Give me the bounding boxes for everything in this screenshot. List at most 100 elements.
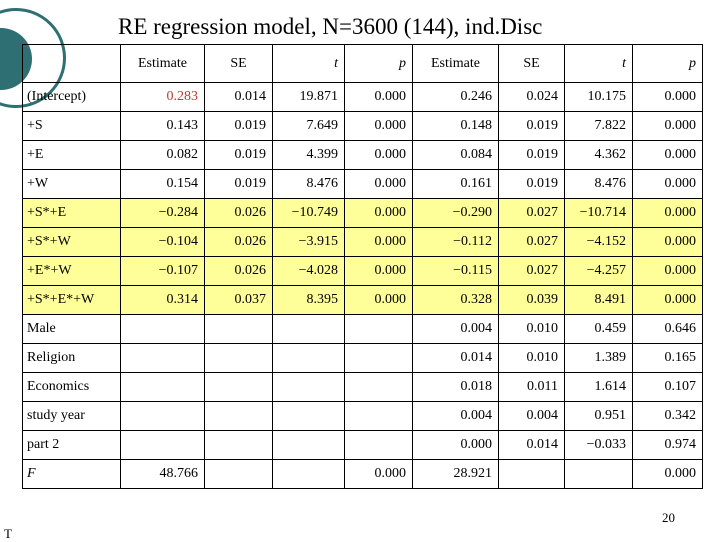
header-estimate-1: Estimate	[120, 44, 205, 83]
table-cell: 0.328	[412, 285, 499, 315]
table-cell: 0.000	[344, 82, 413, 112]
table-cell: 4.399	[272, 140, 345, 170]
table-cell: 0.037	[204, 285, 273, 315]
header-corner	[22, 44, 121, 83]
table-cell: 0.014	[204, 82, 273, 112]
table-row: part 2 0.000 0.014 −0.033 0.974	[22, 430, 703, 460]
table-row: Religion 0.014 0.010 1.389 0.165	[22, 343, 703, 373]
corner-mark: T	[4, 526, 12, 541]
table-cell: 0.019	[204, 140, 273, 170]
table-cell: −4.028	[272, 256, 345, 286]
row-label: +S*+E	[22, 198, 121, 228]
table-cell: −0.290	[412, 198, 499, 228]
table-cell	[204, 430, 273, 460]
slide-title: RE regression model, N=3600 (144), ind.D…	[118, 14, 543, 39]
table-cell: 0.000	[344, 227, 413, 257]
table-cell: 0.000	[632, 459, 703, 489]
table-cell: 0.019	[204, 111, 273, 141]
table-cell: 0.000	[632, 285, 703, 315]
table-row: F 48.766 0.000 28.921 0.000	[22, 459, 703, 489]
table-cell: −4.152	[564, 227, 633, 257]
table-cell: −10.749	[272, 198, 345, 228]
row-label: Male	[22, 314, 121, 344]
table-cell	[204, 459, 273, 489]
header-t-2: t	[564, 44, 633, 83]
table-cell	[120, 372, 205, 402]
table-cell: 0.000	[344, 285, 413, 315]
table-cell	[272, 459, 345, 489]
table-cell: 0.027	[498, 256, 565, 286]
table-cell: 0.161	[412, 169, 499, 199]
table-cell: 28.921	[412, 459, 499, 489]
table-cell: 7.649	[272, 111, 345, 141]
table-cell: 0.000	[344, 198, 413, 228]
row-label: Religion	[22, 343, 121, 373]
row-label: part 2	[22, 430, 121, 460]
row-label: +E	[22, 140, 121, 170]
table-cell: 4.362	[564, 140, 633, 170]
header-se-2: SE	[498, 44, 565, 83]
table-cell: 0.107	[632, 372, 703, 402]
table-cell: 0.342	[632, 401, 703, 431]
table-cell: −0.112	[412, 227, 499, 257]
table-cell	[204, 401, 273, 431]
row-label: +S*+W	[22, 227, 121, 257]
table-cell: 0.000	[632, 140, 703, 170]
table-cell	[120, 430, 205, 460]
table-cell: 0.000	[632, 256, 703, 286]
table-cell	[204, 314, 273, 344]
table-cell: 0.027	[498, 227, 565, 257]
table-cell: 0.014	[412, 343, 499, 373]
table-cell: 0.165	[632, 343, 703, 373]
table-cell	[344, 372, 413, 402]
table-cell: 0.148	[412, 111, 499, 141]
row-label: +E*+W	[22, 256, 121, 286]
table-cell: 0.000	[632, 111, 703, 141]
header-row: Estimate SE t p Estimate SE t p	[22, 44, 703, 83]
table-cell: 0.000	[344, 140, 413, 170]
table-cell: 0.026	[204, 227, 273, 257]
table-cell: 0.082	[120, 140, 205, 170]
row-label: +W	[22, 169, 121, 199]
table-row: +S*+E*+W 0.314 0.037 8.395 0.000 0.328 0.039 8.…	[22, 285, 703, 315]
header-p-2: p	[632, 44, 703, 83]
table-cell: 0.000	[632, 227, 703, 257]
table-cell: 0.246	[412, 82, 499, 112]
table-cell: 0.010	[498, 343, 565, 373]
table-cell: 0.014	[498, 430, 565, 460]
table-cell: 0.974	[632, 430, 703, 460]
table-row: +S*+W −0.104 0.026 −3.915 0.000 −0.112 0.027 −4…	[22, 227, 703, 257]
table-cell: 8.491	[564, 285, 633, 315]
table-cell: 10.175	[564, 82, 633, 112]
table-cell: 0.084	[412, 140, 499, 170]
table-cell: 0.004	[498, 401, 565, 431]
table-cell: 1.614	[564, 372, 633, 402]
table-row: +S 0.143 0.019 7.649 0.000 0.148 0.019 7.822 0.0…	[22, 111, 703, 141]
table-cell: 0.154	[120, 169, 205, 199]
table-cell: 8.476	[272, 169, 345, 199]
table-cell: 0.027	[498, 198, 565, 228]
table-cell: −0.284	[120, 198, 205, 228]
table-row: +E*+W −0.107 0.026 −4.028 0.000 −0.115 0.027 −4…	[22, 256, 703, 286]
table-cell: 0.019	[498, 111, 565, 141]
table-cell	[344, 430, 413, 460]
row-label: Economics	[22, 372, 121, 402]
table-cell	[120, 314, 205, 344]
table-cell	[272, 401, 345, 431]
row-label: +S*+E*+W	[22, 285, 121, 315]
table-cell	[272, 343, 345, 373]
table-cell: 0.951	[564, 401, 633, 431]
table-row: study year 0.004 0.004 0.951 0.342	[22, 401, 703, 431]
table-cell: 0.026	[204, 256, 273, 286]
table-row: +E 0.082 0.019 4.399 0.000 0.084 0.019 4.362 0.0…	[22, 140, 703, 170]
table-cell: 0.143	[120, 111, 205, 141]
table-row: (Intercept) 0.283 0.014 19.871 0.000 0.246 0.0…	[22, 82, 703, 112]
page-number: 20	[662, 510, 675, 525]
header-se-1: SE	[204, 44, 273, 83]
table-row: +S*+E −0.284 0.026 −10.749 0.000 −0.290 0.027−…	[22, 198, 703, 228]
table-cell	[498, 459, 565, 489]
table-row: Male 0.004 0.010 0.459 0.646	[22, 314, 703, 344]
table-cell: 0.011	[498, 372, 565, 402]
table-cell	[204, 343, 273, 373]
table-cell: 0.018	[412, 372, 499, 402]
